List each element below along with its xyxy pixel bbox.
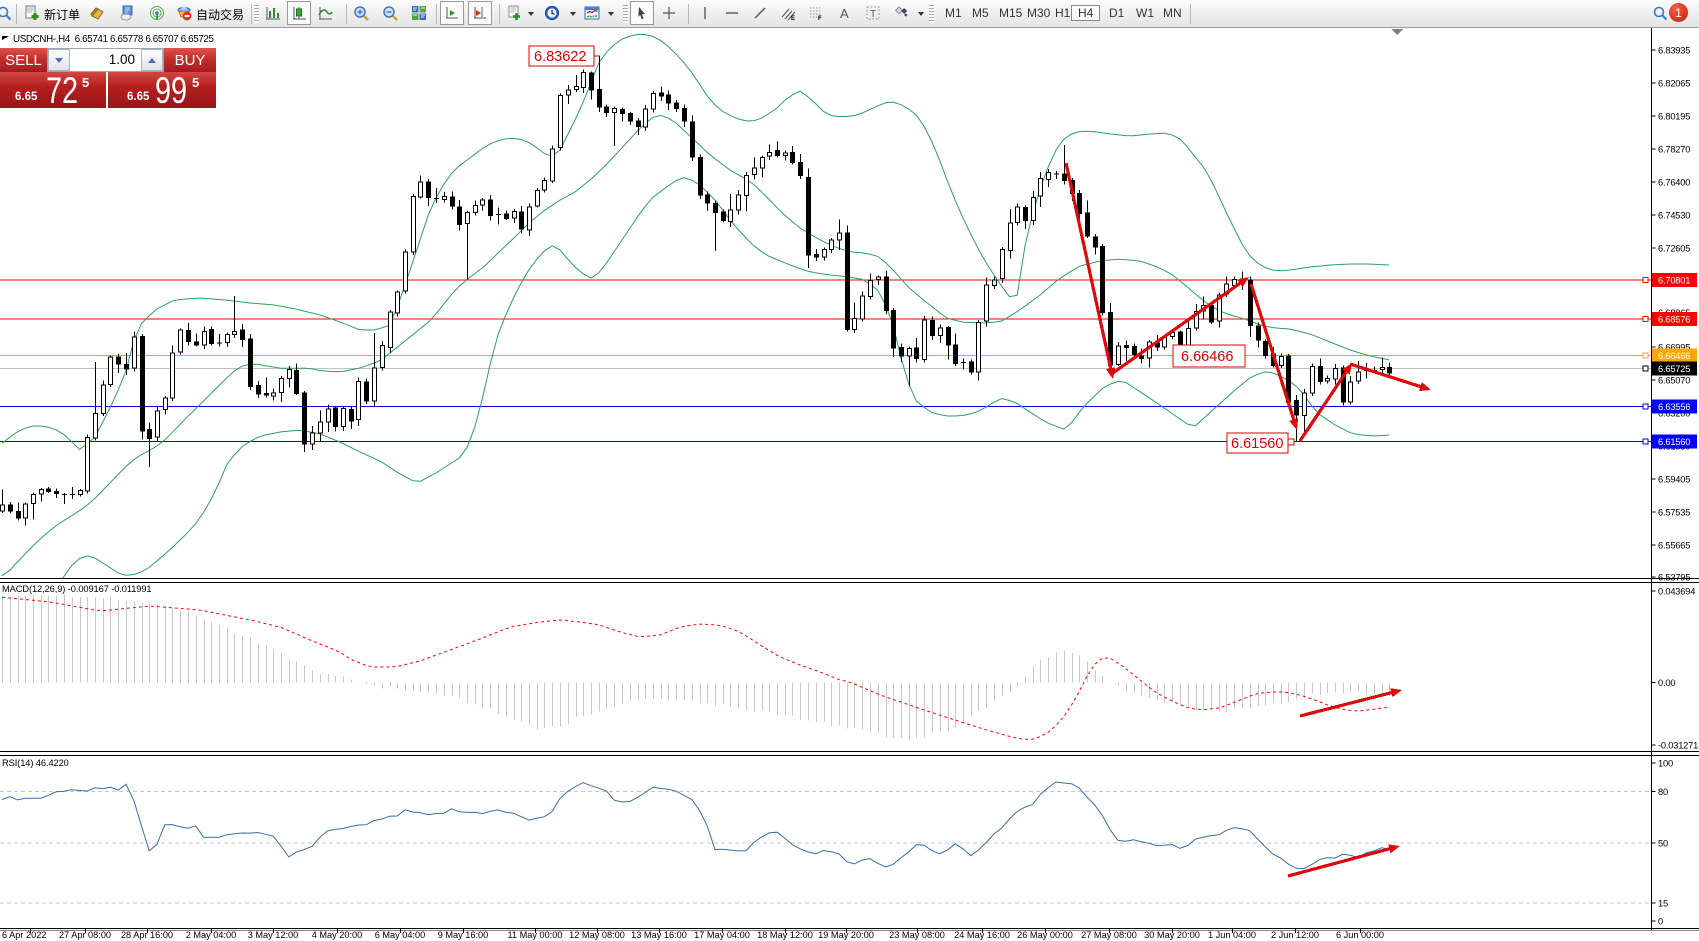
svg-text:26 May 00:00: 26 May 00:00 — [1017, 930, 1073, 940]
svg-text:6.57535: 6.57535 — [1658, 508, 1690, 518]
svg-text:13 May 16:00: 13 May 16:00 — [631, 930, 687, 940]
svg-text:6.74530: 6.74530 — [1658, 211, 1690, 221]
svg-text:11 May 00:00: 11 May 00:00 — [508, 930, 563, 940]
svg-text:6.63556: 6.63556 — [1658, 402, 1690, 412]
svg-text:6.82065: 6.82065 — [1658, 79, 1690, 89]
svg-text:6.76400: 6.76400 — [1658, 178, 1690, 188]
svg-text:2 Jun 12:00: 2 Jun 12:00 — [1271, 930, 1319, 940]
svg-text:6.66466: 6.66466 — [1181, 349, 1233, 365]
svg-text:6.72605: 6.72605 — [1658, 244, 1690, 254]
svg-text:0.00: 0.00 — [1658, 678, 1675, 688]
svg-text:6.61560: 6.61560 — [1658, 437, 1690, 447]
svg-text:6.66466: 6.66466 — [1658, 351, 1690, 361]
svg-text:6 Apr 2022: 6 Apr 2022 — [2, 930, 46, 940]
svg-text:80: 80 — [1658, 787, 1668, 797]
svg-text:6.55665: 6.55665 — [1658, 541, 1690, 551]
svg-text:3 May 12:00: 3 May 12:00 — [248, 930, 299, 940]
svg-text:6 May 04:00: 6 May 04:00 — [375, 930, 426, 940]
svg-text:RSI(14) 46.4220: RSI(14) 46.4220 — [2, 758, 69, 768]
svg-text:USDCNH-,H4 6.65741 6.65778 6.: USDCNH-,H4 6.65741 6.65778 6.65707 6.657… — [13, 34, 215, 45]
svg-text:17 May 04:00: 17 May 04:00 — [694, 930, 750, 940]
svg-text:6 Jun 00:00: 6 Jun 00:00 — [1336, 930, 1384, 940]
svg-text:6.61560: 6.61560 — [1231, 436, 1283, 452]
svg-text:6.66995: 6.66995 — [1658, 343, 1690, 353]
svg-text:6.80195: 6.80195 — [1658, 112, 1690, 122]
svg-text:6.83935: 6.83935 — [1658, 46, 1690, 56]
svg-text:30 May 20:00: 30 May 20:00 — [1144, 930, 1200, 940]
svg-text:18 May 12:00: 18 May 12:00 — [757, 930, 813, 940]
svg-text:A: A — [840, 6, 849, 21]
svg-text:0.043694: 0.043694 — [1658, 587, 1695, 597]
svg-text:27 Apr 08:00: 27 Apr 08:00 — [59, 930, 111, 940]
svg-text:9 May 16:00: 9 May 16:00 — [438, 930, 489, 940]
svg-text:15: 15 — [1658, 899, 1668, 909]
svg-text:E: E — [791, 16, 795, 21]
svg-text:6.83622: 6.83622 — [534, 49, 586, 65]
svg-text:6.53795: 6.53795 — [1658, 573, 1690, 583]
svg-text:24 May 16:00: 24 May 16:00 — [954, 930, 1010, 940]
svg-text:6.78270: 6.78270 — [1658, 145, 1690, 155]
svg-text:23 May 08:00: 23 May 08:00 — [889, 930, 945, 940]
svg-text:6.59405: 6.59405 — [1658, 475, 1690, 485]
svg-text:T: T — [870, 9, 876, 20]
svg-text:50: 50 — [1658, 839, 1668, 849]
svg-text:6.70801: 6.70801 — [1658, 275, 1690, 285]
svg-text:0: 0 — [1658, 917, 1663, 927]
svg-text:2 May 04:00: 2 May 04:00 — [186, 930, 237, 940]
svg-text:-0.031271: -0.031271 — [1658, 741, 1698, 751]
svg-text:100: 100 — [1658, 759, 1673, 769]
svg-text:27 May 08:00: 27 May 08:00 — [1081, 930, 1137, 940]
svg-text:28 Apr 16:00: 28 Apr 16:00 — [121, 930, 173, 940]
svg-text:1 Jun 04:00: 1 Jun 04:00 — [1208, 930, 1256, 940]
svg-text:6.68576: 6.68576 — [1658, 314, 1690, 324]
svg-text:12 May 08:00: 12 May 08:00 — [569, 930, 625, 940]
svg-text:6.65725: 6.65725 — [1658, 364, 1690, 374]
svg-text:19 May 20:00: 19 May 20:00 — [818, 930, 874, 940]
svg-text:4 May 20:00: 4 May 20:00 — [312, 930, 363, 940]
svg-text:F: F — [818, 16, 822, 21]
svg-text:6.65070: 6.65070 — [1658, 376, 1690, 386]
svg-text:MACD(12,26,9) -0.009167 -0.011: MACD(12,26,9) -0.009167 -0.011991 — [2, 584, 152, 594]
